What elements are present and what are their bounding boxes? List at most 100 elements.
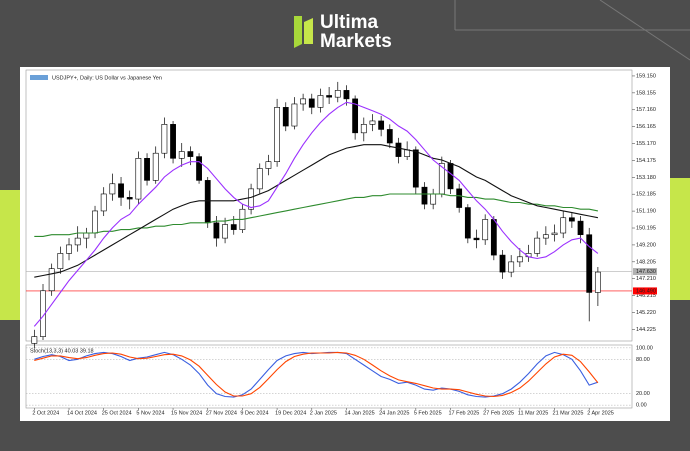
y-tick-label: 149.200 [636,242,656,248]
candle-body [560,217,567,234]
candle-body [291,103,298,127]
candle-body [109,183,116,195]
x-tick-label: 11 Mar 2025 [518,410,548,416]
candle-body [230,224,237,230]
y-tick-label: 150.195 [636,225,656,231]
candle-body [74,237,81,246]
candle-body [360,124,367,134]
y-tick-label: 148.205 [636,259,656,265]
x-tick-label: 27 Nov 2024 [206,410,237,416]
candle-body [464,207,471,239]
candle-body [516,256,523,263]
candle-body [161,124,168,154]
price-label: 146.490 [636,288,656,294]
candle-body [66,244,72,254]
candle-body [482,219,489,241]
x-tick-label: 14 Jan 2025 [344,410,374,416]
indicator-tick-label: 20.00 [636,391,650,397]
candle-body [386,129,393,144]
logo-icon [304,18,313,44]
candle-body [534,237,541,254]
x-tick-label: 25 Oct 2024 [102,410,132,416]
brand-name: Markets [320,31,392,52]
candle-body [135,158,142,200]
candle-body [334,90,341,98]
candle-body [118,183,124,198]
symbol-icon [30,75,48,80]
candle-body [421,186,428,205]
chart-panel [20,67,670,421]
candle-body [499,254,506,273]
candle-body [40,290,46,337]
candle-body [48,268,55,292]
indicator-frame [25,344,633,409]
candle-body [31,336,38,344]
candle-body [308,98,315,108]
y-tick-label: 154.175 [636,158,656,164]
y-tick-label: 146.215 [636,293,656,299]
x-tick-label: 15 Nov 2024 [171,410,202,416]
candle-body [83,232,90,239]
candle-body [490,219,497,256]
stochastic-line [34,351,599,398]
x-tick-label: 24 Jan 2025 [379,410,409,416]
x-tick-label: 14 Oct 2024 [67,410,97,416]
brand-name: Ultima [320,12,379,33]
x-tick-label: 2 Oct 2024 [32,410,59,416]
candle-body [551,232,558,236]
candle-body [369,120,376,125]
candle-body [378,120,385,130]
candle-body [542,234,549,239]
candle-body [326,95,333,98]
candle-body [152,152,159,181]
candle-body [144,158,150,181]
x-tick-label: 27 Feb 2025 [483,410,514,416]
candle-body [447,163,454,190]
candle-body [204,180,211,224]
y-tick-label: 152.185 [636,192,656,198]
candle-body [317,95,324,108]
candle-body [282,107,289,127]
decor-line [599,0,690,61]
candle-body [126,197,133,200]
candle-body [100,193,107,212]
candle-body [222,224,228,239]
candle-body [178,151,185,159]
candle-body [404,149,411,157]
candle-body [248,188,254,210]
main-frame [25,69,633,342]
candle-body [412,149,419,188]
candle-body [170,124,176,159]
moving-average [34,144,599,278]
x-tick-label: 9 Dec 2024 [240,410,268,416]
candle-body [274,107,280,162]
candle-body [92,210,98,234]
candle-body [187,151,194,157]
y-tick-label: 144.225 [636,327,656,333]
candle-body [57,253,64,269]
x-tick-label: 5 Feb 2025 [414,410,442,416]
y-tick-label: 151.190 [636,209,656,215]
y-tick-label: 157.160 [636,107,656,113]
y-tick-label: 156.165 [636,124,656,130]
indicator-tick-label: 100.00 [636,345,653,351]
chart-title: USDJPY+, Daily: US Dollar vs Japanese Ye… [52,75,162,81]
candle-body [213,222,220,239]
x-tick-label: 17 Feb 2025 [448,410,479,416]
indicator-title: Stoch(13,3,3) 40.03 39.18 [30,348,94,354]
candle-body [352,98,359,134]
indicator-tick-label: 0.00 [636,403,647,409]
price-label: 147.630 [636,269,656,275]
x-tick-label: 19 Dec 2024 [275,410,306,416]
y-tick-label: 147.210 [636,276,656,282]
candle-body [594,271,601,293]
y-tick-label: 158.155 [636,90,656,96]
candle-body [508,261,515,273]
y-tick-label: 145.220 [636,310,656,316]
candle-body [196,156,202,181]
candle-body [300,98,307,105]
candle-body [456,188,463,208]
x-tick-label: 21 Mar 2025 [553,410,584,416]
